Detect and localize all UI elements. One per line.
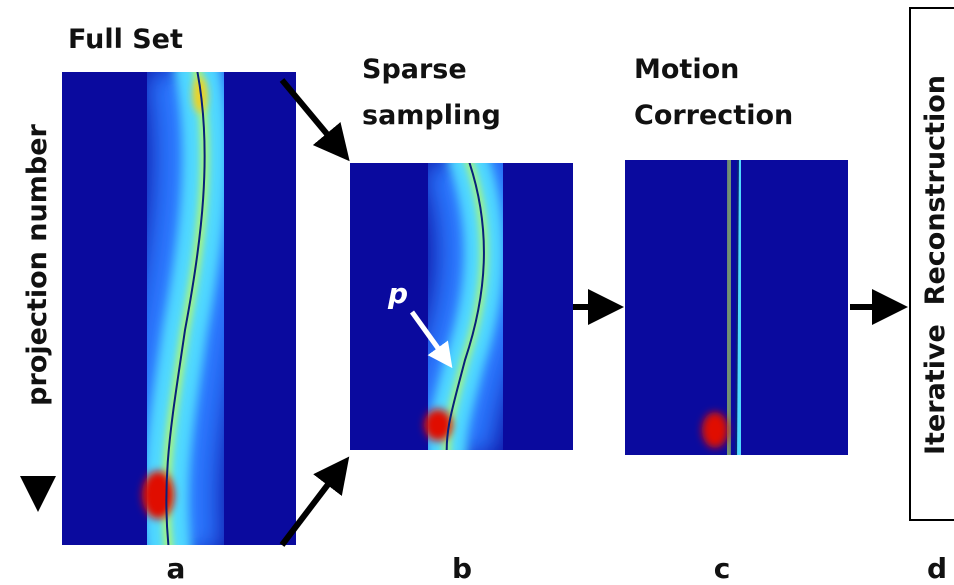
sinogram-corrected <box>625 160 848 455</box>
panel-title: Full Set <box>68 24 183 55</box>
panel-title: Correction <box>634 100 793 131</box>
panel-label: b <box>452 552 472 585</box>
annotation: p <box>387 277 408 310</box>
arrows <box>20 78 908 547</box>
panel-title: sampling <box>362 100 501 131</box>
arrow <box>279 78 350 162</box>
axis-label: projection number <box>22 124 53 406</box>
sinogram-sparse <box>350 163 573 450</box>
reconstruction-box <box>909 7 954 521</box>
panel-title: Iterative Reconstruction <box>920 75 951 455</box>
panel-label: a <box>167 552 186 585</box>
panel-title: Motion <box>634 54 739 85</box>
annotation-arrow <box>409 310 453 369</box>
arrow <box>279 456 350 547</box>
panel-label: d <box>927 552 947 585</box>
panel-label: c <box>714 552 731 585</box>
panel-title: Sparse <box>362 54 467 85</box>
sinogram-full <box>62 72 296 545</box>
